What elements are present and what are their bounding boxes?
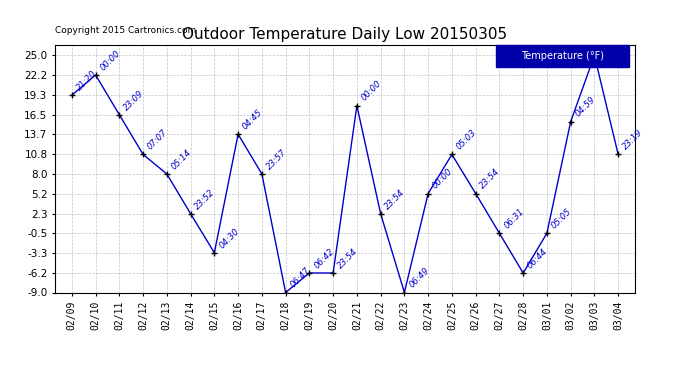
- Text: 04:30: 04:30: [217, 226, 241, 250]
- Text: 06:49: 06:49: [407, 266, 431, 290]
- Text: 23:57: 23:57: [265, 148, 288, 171]
- Text: 06:44: 06:44: [526, 247, 549, 270]
- Text: 06:31: 06:31: [502, 207, 526, 231]
- Title: Outdoor Temperature Daily Low 20150305: Outdoor Temperature Daily Low 20150305: [182, 27, 508, 42]
- Text: 23:54: 23:54: [384, 188, 407, 211]
- Text: 00:00: 00:00: [359, 79, 383, 103]
- Text: Temperature (°F): Temperature (°F): [521, 51, 604, 61]
- Text: 07:07: 07:07: [146, 128, 170, 152]
- Text: 23:52: 23:52: [193, 188, 217, 211]
- Text: 23:19: 23:19: [621, 128, 644, 152]
- Text: 00:00: 00:00: [431, 167, 455, 191]
- Text: 06:42: 06:42: [312, 247, 336, 270]
- Text: 05:03: 05:03: [455, 128, 478, 152]
- Text: 23:54: 23:54: [478, 167, 502, 191]
- Text: 06:47: 06:47: [288, 266, 312, 290]
- Text: 04:45: 04:45: [241, 108, 264, 132]
- FancyBboxPatch shape: [495, 45, 629, 67]
- Text: 05:05: 05:05: [550, 207, 573, 231]
- Text: 23:09: 23:09: [122, 88, 146, 112]
- Text: Copyright 2015 Cartronics.com: Copyright 2015 Cartronics.com: [55, 26, 197, 35]
- Text: 05:14: 05:14: [170, 148, 193, 171]
- Text: 23:54: 23:54: [336, 247, 359, 270]
- Text: 00:00: 00:00: [99, 49, 122, 72]
- Text: 21:20: 21:20: [75, 69, 98, 92]
- Text: 04:59: 04:59: [573, 95, 597, 119]
